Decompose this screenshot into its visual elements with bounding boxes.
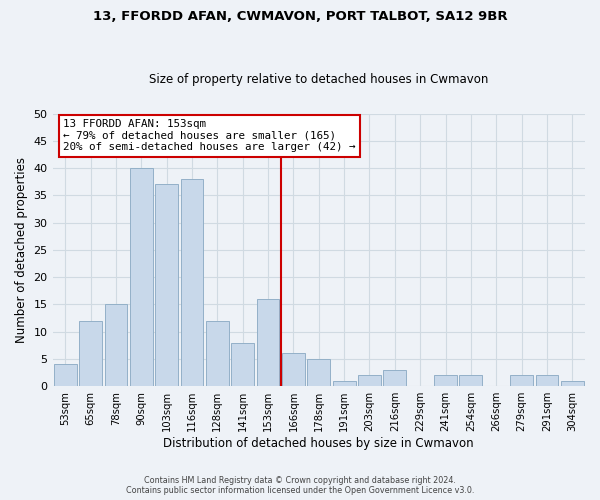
Text: Contains HM Land Registry data © Crown copyright and database right 2024.
Contai: Contains HM Land Registry data © Crown c… (126, 476, 474, 495)
Bar (130, 168, 152, 386)
Bar (561, 381, 584, 386)
Bar (536, 376, 559, 386)
Text: 13, FFORDD AFAN, CWMAVON, PORT TALBOT, SA12 9BR: 13, FFORDD AFAN, CWMAVON, PORT TALBOT, S… (92, 10, 508, 23)
Bar (358, 376, 381, 386)
Bar (79, 321, 102, 386)
Bar (383, 370, 406, 386)
Bar (510, 376, 533, 386)
Bar (282, 354, 305, 386)
X-axis label: Distribution of detached houses by size in Cwmavon: Distribution of detached houses by size … (163, 437, 474, 450)
Bar (434, 376, 457, 386)
Bar (307, 359, 330, 386)
Bar (460, 376, 482, 386)
Bar (231, 342, 254, 386)
Text: 13 FFORDD AFAN: 153sqm
← 79% of detached houses are smaller (165)
20% of semi-de: 13 FFORDD AFAN: 153sqm ← 79% of detached… (63, 119, 356, 152)
Bar (206, 321, 229, 386)
Bar (181, 179, 203, 386)
Bar (333, 381, 356, 386)
Bar (257, 299, 280, 386)
Y-axis label: Number of detached properties: Number of detached properties (15, 157, 28, 343)
Bar (54, 364, 77, 386)
Bar (104, 304, 127, 386)
Bar (155, 184, 178, 386)
Title: Size of property relative to detached houses in Cwmavon: Size of property relative to detached ho… (149, 73, 488, 86)
